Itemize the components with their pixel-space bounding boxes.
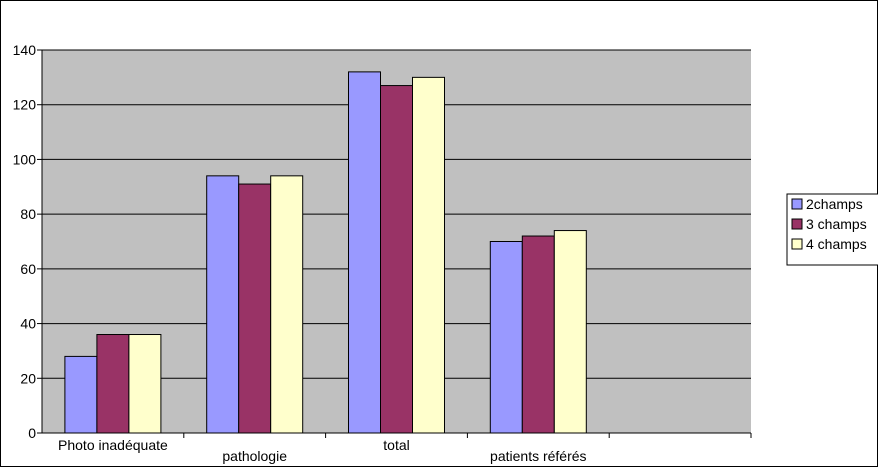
bar-4-champs — [270, 175, 304, 434]
legend-label: 4 champs — [806, 236, 867, 252]
legend-swatch — [791, 238, 803, 250]
legend-swatch — [791, 198, 803, 210]
bar-2champs — [206, 175, 240, 434]
legend-label: 3 champs — [806, 216, 867, 232]
x-tick-label: patients référés — [490, 448, 587, 464]
bar-3-champs — [521, 235, 555, 434]
axes — [41, 50, 751, 434]
legend: 2champs 3 champs 4 champs — [786, 193, 878, 266]
y-tick-label: 80 — [20, 206, 36, 222]
bar-2champs — [489, 241, 523, 434]
legend-label: 2champs — [806, 196, 863, 212]
bar-2champs — [348, 71, 381, 434]
bar-3-champs — [380, 85, 413, 434]
bar-3-champs — [96, 334, 130, 434]
y-tick-label: 60 — [20, 261, 36, 277]
legend-swatch — [791, 218, 803, 230]
y-tick-label: 100 — [13, 151, 37, 167]
x-axis-tick-labels: Photo inadéquate pathologie total patients … — [58, 433, 752, 464]
bar-2champs — [64, 355, 98, 434]
y-axis-tick-labels: 0 20 40 60 80 100 120 140 — [13, 42, 42, 441]
bar-4-champs — [412, 76, 445, 434]
x-tick-label: total — [383, 437, 409, 453]
bar-4-champs — [128, 334, 162, 434]
y-tick-label: 40 — [20, 316, 36, 332]
bar-3-champs — [238, 183, 272, 434]
y-tick-label: 120 — [13, 97, 37, 113]
y-tick-label: 0 — [28, 425, 36, 441]
bar-4-champs — [553, 230, 587, 434]
y-tick-label: 20 — [20, 370, 36, 386]
x-tick-label: Photo inadéquate — [58, 437, 168, 453]
x-tick-label: pathologie — [222, 448, 287, 464]
y-tick-label: 140 — [13, 42, 37, 58]
